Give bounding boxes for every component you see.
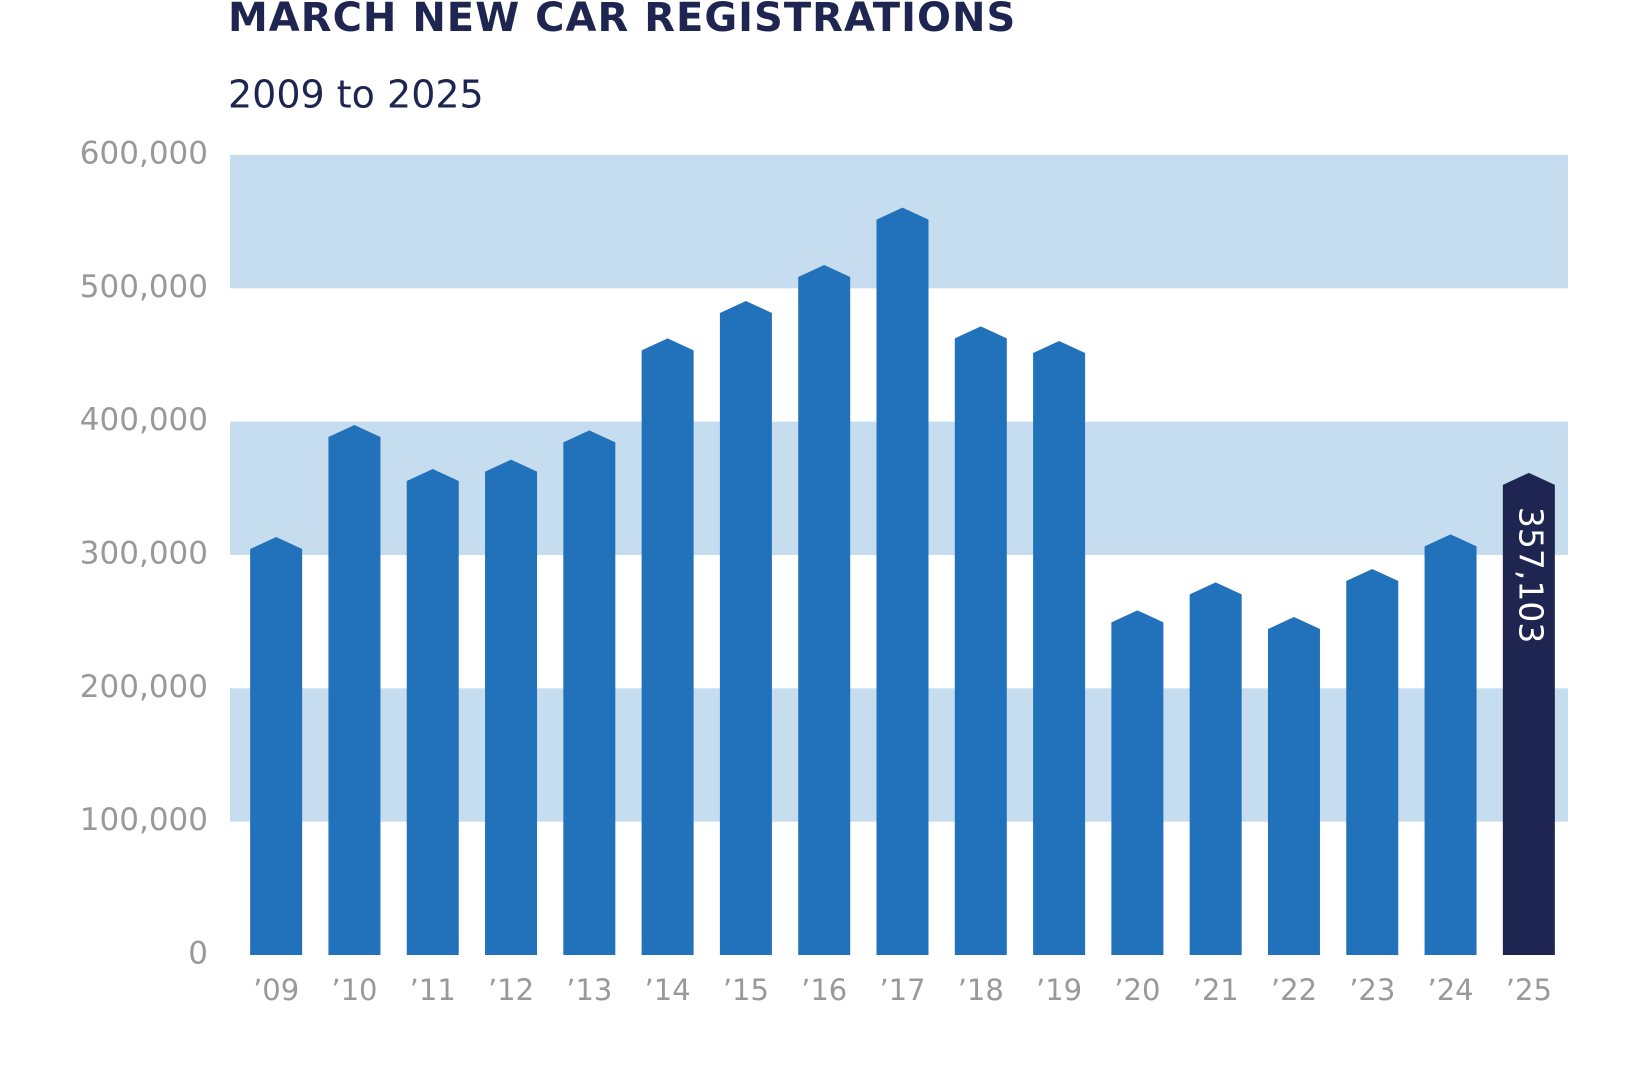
bar (1424, 534, 1477, 955)
bar (876, 207, 929, 955)
x-tick-label: ’19 (1036, 973, 1082, 1007)
bar (485, 459, 538, 955)
x-tick-label: ’09 (253, 973, 299, 1007)
bar (798, 265, 851, 955)
x-tick-label: ’25 (1506, 973, 1552, 1007)
y-tick-label: 600,000 (80, 136, 208, 172)
bar (250, 537, 303, 955)
x-tick-label: ’17 (879, 973, 925, 1007)
y-tick-label: 200,000 (80, 669, 208, 705)
y-tick-label: 0 (188, 936, 208, 972)
bar (563, 430, 616, 955)
y-tick-label: 300,000 (80, 536, 208, 572)
x-tick-label: ’20 (1114, 973, 1160, 1007)
x-tick-label: ’10 (331, 973, 377, 1007)
bar (641, 338, 694, 955)
chart-subtitle: 2009 to 2025 (228, 73, 484, 117)
value-label: 357,103 (1511, 507, 1550, 643)
bar (1111, 610, 1164, 955)
y-tick-label: 100,000 (80, 802, 208, 838)
x-tick-label: ’22 (1271, 973, 1317, 1007)
bar (1267, 617, 1320, 955)
x-tick-label: ’13 (566, 973, 612, 1007)
y-tick-label: 400,000 (80, 402, 208, 438)
x-tick-label: ’11 (410, 973, 456, 1007)
chart-title: MARCH NEW CAR REGISTRATIONS (228, 0, 1016, 41)
bar (328, 425, 381, 955)
bar (406, 469, 459, 955)
x-tick-label: ’21 (1193, 973, 1239, 1007)
x-tick-label: ’23 (1349, 973, 1395, 1007)
x-tick-label: ’12 (488, 973, 534, 1007)
bar (1033, 341, 1086, 955)
x-tick-label: ’15 (723, 973, 769, 1007)
x-tick-label: ’24 (1427, 973, 1473, 1007)
x-tick-label: ’16 (801, 973, 847, 1007)
x-tick-label: ’14 (645, 973, 691, 1007)
bar (954, 326, 1007, 955)
bar (719, 301, 772, 955)
bar (1346, 569, 1399, 955)
bar (1189, 582, 1242, 955)
y-tick-label: 500,000 (80, 269, 208, 305)
bar (1502, 472, 1555, 955)
x-tick-label: ’18 (958, 973, 1004, 1007)
